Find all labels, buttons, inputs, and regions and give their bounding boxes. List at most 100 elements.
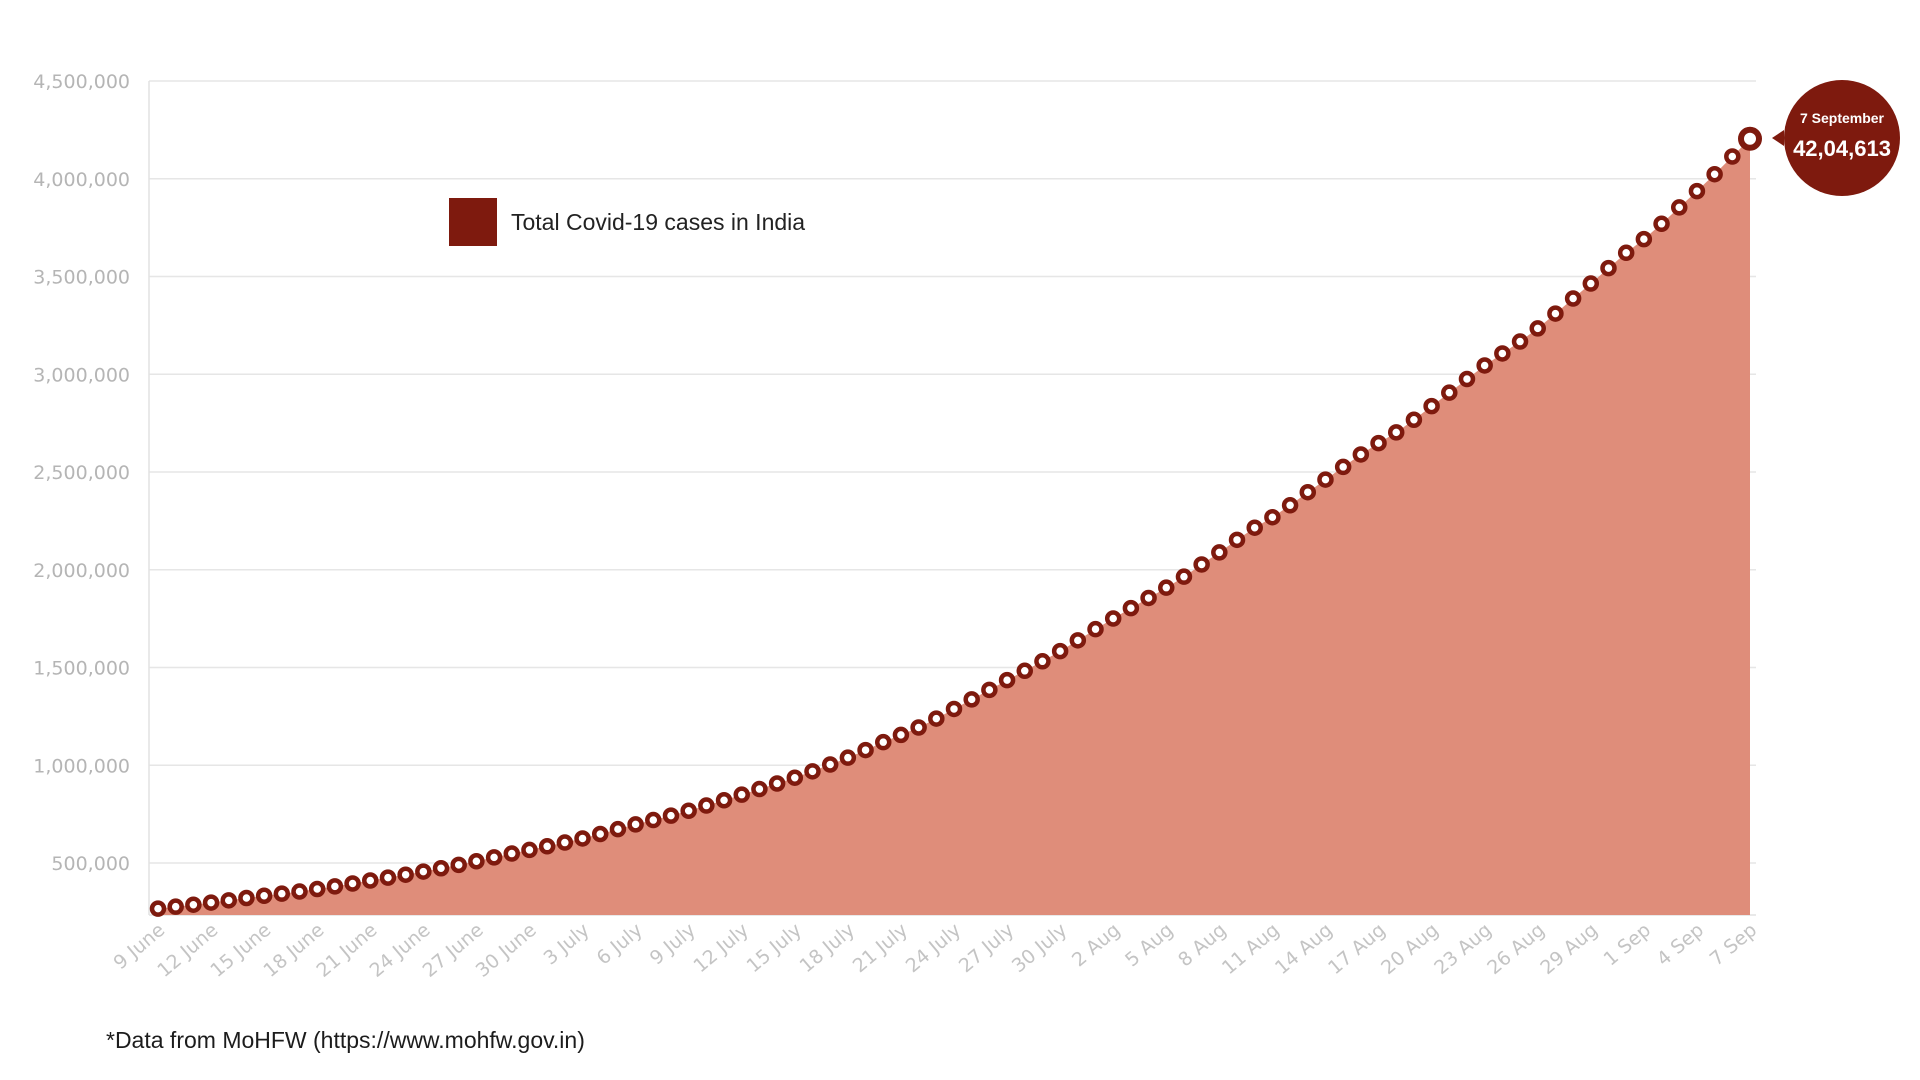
x-tick-label: 21 July bbox=[849, 919, 912, 977]
data-point-marker bbox=[1370, 434, 1387, 452]
data-point-marker bbox=[1688, 182, 1706, 200]
y-tick-label: 1,500,000 bbox=[33, 658, 130, 680]
x-tick-label: 14 Aug bbox=[1271, 919, 1337, 979]
callout-value: 42,04,613 bbox=[1793, 136, 1891, 161]
data-point-marker bbox=[450, 856, 467, 874]
data-point-marker bbox=[892, 726, 910, 744]
data-point-marker bbox=[1193, 556, 1210, 573]
callout-pointer-icon bbox=[1772, 130, 1784, 146]
data-point-marker bbox=[1158, 579, 1175, 596]
data-point-marker bbox=[1211, 544, 1228, 561]
y-axis: 500,000 1,000,000 1,500,000 2,000,000 2,500,… bbox=[33, 71, 130, 875]
data-point-marker bbox=[874, 733, 892, 751]
data-point-marker bbox=[928, 710, 945, 727]
data-point-marker bbox=[1069, 632, 1087, 649]
data-point-marker bbox=[521, 841, 538, 859]
data-point-marker bbox=[485, 849, 503, 866]
x-tick-label: 15 July bbox=[743, 919, 806, 977]
x-tick-label: 23 Aug bbox=[1430, 919, 1496, 979]
data-point-marker bbox=[503, 845, 521, 862]
data-point-marker bbox=[627, 816, 644, 833]
data-point-marker bbox=[1016, 662, 1034, 680]
data-point-marker bbox=[645, 811, 662, 829]
legend-label: Total Covid-19 cases in India bbox=[511, 208, 806, 235]
y-tick-label: 2,000,000 bbox=[33, 560, 130, 582]
data-point-marker bbox=[1405, 411, 1423, 428]
data-point-marker bbox=[1246, 519, 1263, 536]
data-point-marker bbox=[238, 889, 255, 907]
data-point-marker bbox=[768, 775, 786, 792]
x-tick-label: 7 Sep bbox=[1706, 919, 1761, 971]
x-tick-label: 29 Aug bbox=[1536, 919, 1602, 979]
data-point-marker bbox=[1087, 620, 1104, 638]
data-point-marker bbox=[609, 820, 627, 838]
data-point-marker bbox=[1653, 215, 1670, 233]
data-point-marker bbox=[963, 691, 980, 708]
y-tick-label: 500,000 bbox=[51, 853, 130, 875]
data-point-marker bbox=[981, 681, 998, 699]
x-tick-label: 24 July bbox=[902, 919, 965, 977]
y-tick-label: 4,500,000 bbox=[33, 71, 130, 93]
x-tick-label: 1 Sep bbox=[1600, 919, 1655, 971]
data-point-marker bbox=[1334, 458, 1352, 476]
data-point-marker bbox=[1034, 653, 1051, 670]
data-point-marker bbox=[379, 869, 397, 886]
y-tick-label: 3,000,000 bbox=[33, 364, 130, 386]
x-tick-label: 11 Aug bbox=[1218, 919, 1284, 979]
data-point-marker bbox=[1175, 568, 1193, 585]
data-point-marker bbox=[1582, 275, 1600, 292]
x-tick-label: 27 July bbox=[955, 919, 1018, 977]
area-fill bbox=[158, 138, 1750, 915]
data-point-marker bbox=[821, 756, 839, 773]
data-point-marker bbox=[1104, 610, 1122, 627]
legend-swatch bbox=[449, 198, 497, 246]
data-point-marker bbox=[998, 671, 1016, 689]
data-point-marker bbox=[591, 825, 609, 843]
data-point-marker bbox=[326, 878, 344, 895]
data-point-marker bbox=[1600, 259, 1617, 277]
data-point-marker bbox=[1617, 244, 1635, 262]
x-tick-label: 12 July bbox=[689, 919, 752, 977]
data-point-marker bbox=[1706, 165, 1723, 183]
data-point-marker bbox=[574, 830, 591, 847]
x-tick-label: 17 Aug bbox=[1324, 919, 1390, 979]
x-tick-label: 20 Aug bbox=[1377, 919, 1443, 979]
x-tick-label: 4 Sep bbox=[1653, 919, 1708, 971]
y-tick-label: 3,500,000 bbox=[33, 267, 130, 289]
data-point-marker bbox=[1122, 599, 1140, 617]
data-point-marker bbox=[1511, 333, 1529, 350]
data-point-marker bbox=[468, 852, 485, 870]
data-point-marker bbox=[291, 883, 308, 900]
callout-date: 7 September bbox=[1799, 110, 1885, 126]
y-tick-label: 1,000,000 bbox=[33, 755, 130, 777]
data-point-marker bbox=[1317, 471, 1334, 488]
data-point-marker bbox=[185, 896, 202, 913]
x-tick-label: 30 June bbox=[472, 919, 541, 982]
data-point-marker bbox=[556, 834, 574, 851]
data-point-marker bbox=[1352, 446, 1370, 463]
data-point-marker bbox=[1299, 483, 1317, 501]
data-point-marker bbox=[680, 802, 697, 819]
data-point-marker bbox=[149, 900, 167, 917]
data-point-marker bbox=[308, 880, 326, 898]
data-point-marker bbox=[1476, 357, 1493, 374]
y-tick-label: 4,000,000 bbox=[33, 169, 130, 191]
data-point-marker bbox=[1387, 424, 1405, 441]
data-point-marker bbox=[255, 887, 273, 905]
data-point-marker bbox=[733, 786, 750, 803]
data-point-marker bbox=[1635, 230, 1653, 248]
data-point-marker bbox=[1140, 589, 1157, 607]
data-point-marker bbox=[857, 741, 874, 759]
data-point-marker bbox=[273, 885, 291, 902]
data-point-marker bbox=[1281, 497, 1299, 514]
data-point-marker bbox=[698, 797, 715, 814]
data-point-marker bbox=[662, 807, 680, 824]
data-point-marker bbox=[1724, 148, 1741, 165]
x-tick-label: 3 July bbox=[540, 919, 594, 969]
data-point-marker bbox=[1441, 384, 1458, 401]
data-point-marker bbox=[945, 700, 963, 718]
y-tick-label: 2,500,000 bbox=[33, 462, 130, 484]
data-point-marker bbox=[362, 872, 379, 889]
